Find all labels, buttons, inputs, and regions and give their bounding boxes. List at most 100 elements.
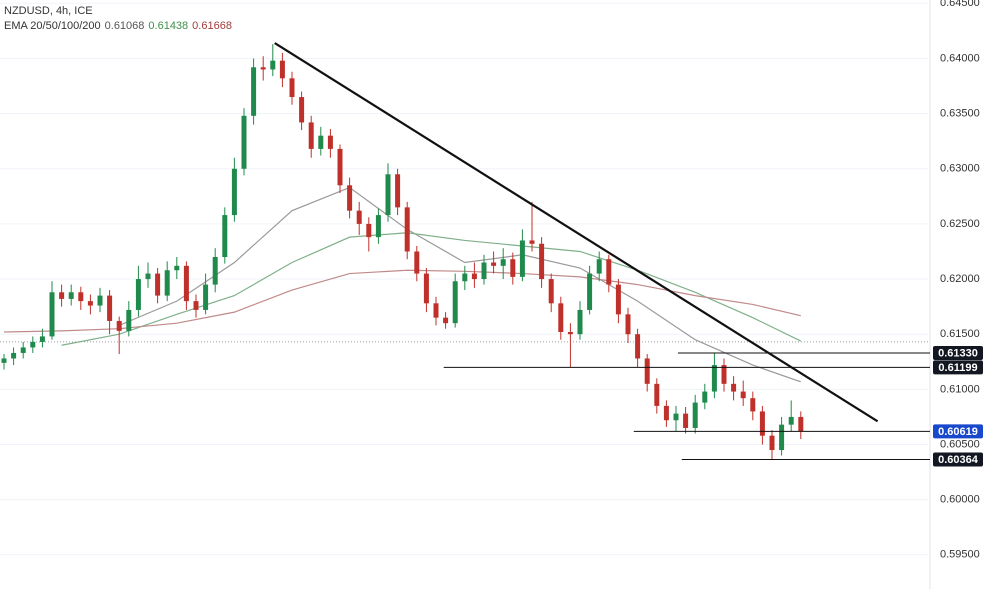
- y-tick-label: 0.64000: [940, 52, 980, 64]
- candle-body: [59, 292, 65, 299]
- ema-value: 0.61668: [192, 20, 232, 32]
- candle-body: [692, 402, 698, 428]
- candle-body: [11, 352, 17, 359]
- candle-body: [183, 265, 189, 302]
- candle-body: [347, 185, 353, 211]
- ema-label: EMA 20/50/100/200: [4, 20, 101, 32]
- candle-body: [644, 358, 650, 384]
- candle-body: [87, 301, 93, 306]
- candle-body: [548, 279, 554, 304]
- candle-body: [769, 435, 775, 451]
- candle-body: [1, 358, 7, 363]
- candle-body: [68, 292, 74, 299]
- price-tag-label: 0.61330: [938, 347, 978, 359]
- candle-body: [731, 383, 737, 392]
- y-tick-label: 0.61500: [940, 328, 980, 340]
- trendline: [274, 42, 879, 423]
- candle-body: [193, 301, 199, 310]
- y-tick-label: 0.60500: [940, 438, 980, 450]
- grid: [0, 2, 930, 556]
- candle-body: [155, 273, 161, 296]
- candle-body: [260, 67, 266, 70]
- y-tick-label: 0.63500: [940, 108, 980, 120]
- price-tag-label: 0.60619: [938, 426, 978, 438]
- candle-body: [222, 215, 228, 257]
- marks: [1, 42, 930, 461]
- candle-body: [289, 78, 295, 98]
- candle-body: [20, 347, 26, 353]
- candle-body: [779, 424, 785, 451]
- candle-body: [164, 270, 170, 296]
- candle-body: [443, 317, 449, 324]
- price-tag: [933, 360, 983, 375]
- candle-body: [606, 259, 612, 285]
- candle-body: [97, 295, 103, 306]
- y-tick-label: 0.61000: [940, 383, 980, 395]
- candle-body: [567, 332, 573, 335]
- candle-body: [337, 148, 343, 186]
- candle-body: [587, 273, 593, 310]
- candle-body: [375, 215, 381, 238]
- candle-body: [519, 240, 525, 277]
- y-tick-label: 0.64500: [940, 0, 980, 9]
- ema-line: [3, 269, 801, 333]
- candle-body: [414, 251, 420, 274]
- price-axis: 0.59500 0.60000 0.60500 0.61000 0.61500 0.620…: [933, 0, 983, 561]
- candle-body: [471, 273, 477, 280]
- candle-body: [462, 273, 468, 282]
- candle-body: [423, 273, 429, 304]
- candle-body: [654, 383, 660, 406]
- candle-body: [500, 259, 506, 266]
- candle-body: [452, 281, 458, 324]
- y-tick-label: 0.59500: [940, 549, 980, 561]
- candle-body: [577, 309, 583, 335]
- price-tag: [933, 424, 983, 439]
- candle-body: [308, 122, 314, 149]
- candle-body: [395, 174, 401, 208]
- candle-body: [683, 413, 689, 428]
- candle-body: [116, 320, 122, 331]
- candle-body: [174, 265, 180, 271]
- candle-body: [385, 174, 391, 216]
- ema-value: 0.61438: [148, 20, 188, 32]
- candle-body: [740, 391, 746, 399]
- candle-body: [203, 284, 209, 310]
- candle-body: [270, 60, 276, 70]
- candle-body: [404, 207, 410, 252]
- price-tag-label: 0.60364: [938, 454, 979, 466]
- candle-body: [558, 303, 564, 333]
- price-tag-label: 0.61199: [938, 362, 977, 374]
- candle-body: [539, 243, 545, 280]
- candle-body: [327, 135, 333, 149]
- candle-body: [625, 314, 631, 335]
- candle-body: [481, 262, 487, 280]
- y-tick-label: 0.62500: [940, 218, 980, 230]
- y-tick-label: 0.62000: [940, 273, 980, 285]
- candle-body: [635, 334, 641, 359]
- candle-body: [491, 262, 497, 266]
- candle-body: [299, 97, 305, 123]
- candle-body: [702, 391, 708, 403]
- ema-line: [118, 186, 801, 383]
- ema-value: 0.61068: [105, 20, 145, 32]
- candle-body: [126, 309, 132, 331]
- candle-body: [366, 223, 372, 238]
- ema-legend: EMA 20/50/100/200 0.61068 0.61438 0.61668: [4, 20, 232, 32]
- candle-body: [433, 303, 439, 318]
- candle-body: [529, 240, 535, 244]
- y-tick-label: 0.63000: [940, 163, 980, 175]
- candle-body: [49, 292, 55, 337]
- candle-body: [663, 405, 669, 421]
- chart-title: NZDUSD, 4h, ICE: [4, 5, 93, 17]
- candle-body: [39, 336, 45, 342]
- candle-body: [673, 413, 679, 421]
- candle-body: [251, 67, 257, 116]
- candle-body: [241, 115, 247, 169]
- candle-body: [788, 416, 794, 425]
- candle-body: [78, 292, 84, 302]
- candle-body: [510, 259, 516, 277]
- candle-body: [318, 135, 324, 149]
- candle-body: [107, 295, 113, 321]
